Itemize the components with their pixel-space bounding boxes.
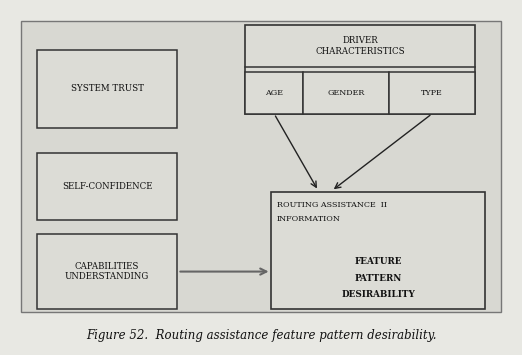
Bar [245, 72, 303, 114]
Text: SYSTEM TRUST: SYSTEM TRUST [70, 84, 144, 93]
Bar [37, 234, 177, 309]
Bar [245, 25, 475, 114]
Bar [389, 72, 475, 114]
Text: SELF-CONFIDENCE: SELF-CONFIDENCE [62, 182, 152, 191]
Text: ROUTING ASSISTANCE  II: ROUTING ASSISTANCE II [277, 201, 387, 209]
Bar [271, 192, 485, 309]
Text: DRIVER
CHARACTERISTICS: DRIVER CHARACTERISTICS [315, 37, 405, 56]
Text: INFORMATION: INFORMATION [277, 215, 340, 223]
Bar [37, 50, 177, 128]
Bar [303, 72, 389, 114]
Text: DESIRABILITY: DESIRABILITY [341, 290, 416, 299]
Text: AGE: AGE [265, 89, 283, 97]
Text: GENDER: GENDER [327, 89, 364, 97]
Bar [21, 21, 501, 312]
Text: TYPE: TYPE [421, 89, 443, 97]
Bar [37, 153, 177, 220]
Text: FEATURE: FEATURE [355, 257, 402, 267]
Text: Figure 52.  Routing assistance feature pattern desirability.: Figure 52. Routing assistance feature pa… [86, 329, 436, 342]
Text: PATTERN: PATTERN [355, 274, 402, 283]
Text: CAPABILITIES
UNDERSTANDING: CAPABILITIES UNDERSTANDING [65, 262, 149, 281]
